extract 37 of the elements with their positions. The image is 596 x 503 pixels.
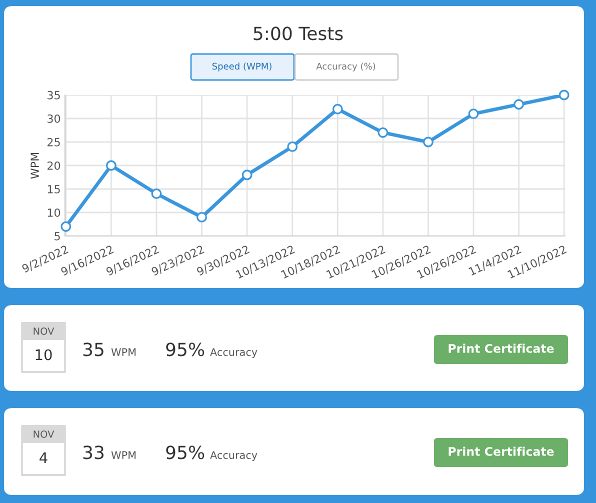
text: Print Certificate: [448, 344, 554, 353]
text: WPM: [111, 451, 136, 459]
point: [332, 104, 343, 114]
y-tick-label: 5: [54, 232, 60, 240]
y-tick-label: 20: [48, 161, 60, 170]
y-tick-label: 10: [48, 208, 60, 217]
point: [468, 108, 479, 120]
point: [106, 160, 116, 171]
text: 33: [83, 446, 104, 460]
text: 35: [83, 342, 104, 356]
point: [196, 212, 207, 222]
text: NOV: [34, 327, 54, 335]
text: 10: [36, 349, 52, 360]
point: [242, 170, 252, 180]
y-tick-label: 30: [48, 114, 60, 123]
y-axis-title: WPM: [30, 152, 39, 179]
text: 4: [40, 452, 48, 464]
y-tick-label: 25: [48, 138, 60, 146]
text: Print Certificate: [448, 446, 554, 456]
text: NOV: [34, 430, 54, 438]
point: [378, 127, 388, 138]
point: [514, 99, 524, 110]
text: Speed (WPM): [212, 62, 272, 72]
point: [151, 188, 162, 199]
point: [287, 141, 298, 152]
y-tick-label: 15: [48, 185, 60, 194]
chart-title: 5:00 Tests: [254, 26, 343, 40]
text: WPM: [111, 348, 136, 356]
text: Accuracy (%): [316, 62, 376, 72]
point: [60, 221, 72, 232]
point: [423, 136, 434, 148]
y-tick-label: 35: [48, 90, 60, 100]
text: 95%: [166, 446, 204, 460]
text: Accuracy: [210, 451, 258, 462]
point: [558, 90, 570, 100]
text: 95%: [166, 342, 204, 356]
text: Accuracy: [210, 348, 258, 358]
